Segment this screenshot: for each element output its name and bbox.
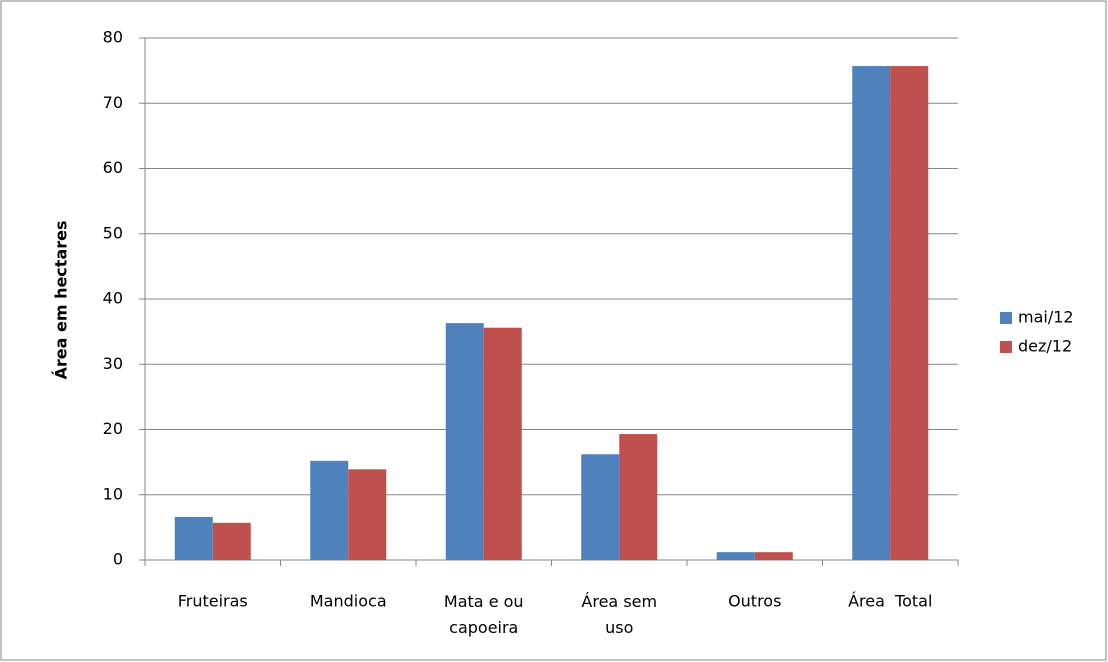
y-tick-label: 40 bbox=[103, 289, 123, 308]
y-tick-label: 30 bbox=[103, 354, 123, 373]
x-tick-label: Mata e ou capoeira bbox=[444, 592, 524, 637]
y-tick-label: 10 bbox=[103, 484, 123, 503]
bar bbox=[445, 323, 484, 560]
y-axis-label: Área em hectares bbox=[52, 220, 71, 379]
x-tick-label: Mandioca bbox=[310, 592, 387, 611]
legend-swatch bbox=[1000, 312, 1012, 324]
bar bbox=[483, 327, 522, 560]
bar bbox=[310, 460, 349, 560]
bar bbox=[716, 552, 755, 560]
bar bbox=[852, 66, 891, 561]
bar bbox=[619, 434, 658, 560]
y-tick-label: 70 bbox=[103, 93, 123, 112]
x-tick-label: Área Total bbox=[848, 592, 932, 611]
legend-label: mai/12 bbox=[1018, 308, 1074, 327]
bar bbox=[348, 469, 387, 560]
y-tick-label: 50 bbox=[103, 223, 123, 242]
bar bbox=[581, 454, 620, 560]
x-tick-label: Área sem uso bbox=[581, 592, 657, 637]
legend-swatch bbox=[1000, 341, 1012, 353]
x-tick-label: Outros bbox=[728, 592, 781, 611]
bar bbox=[754, 552, 793, 560]
x-tick-label: Fruteiras bbox=[178, 592, 248, 611]
legend-label: dez/12 bbox=[1018, 337, 1072, 356]
bar bbox=[890, 66, 929, 561]
y-tick-label: 0 bbox=[113, 550, 123, 569]
y-tick-label: 60 bbox=[103, 158, 123, 177]
y-tick-label: 80 bbox=[103, 28, 123, 47]
bar bbox=[212, 522, 251, 560]
bar bbox=[174, 516, 213, 560]
y-tick-label: 20 bbox=[103, 419, 123, 438]
